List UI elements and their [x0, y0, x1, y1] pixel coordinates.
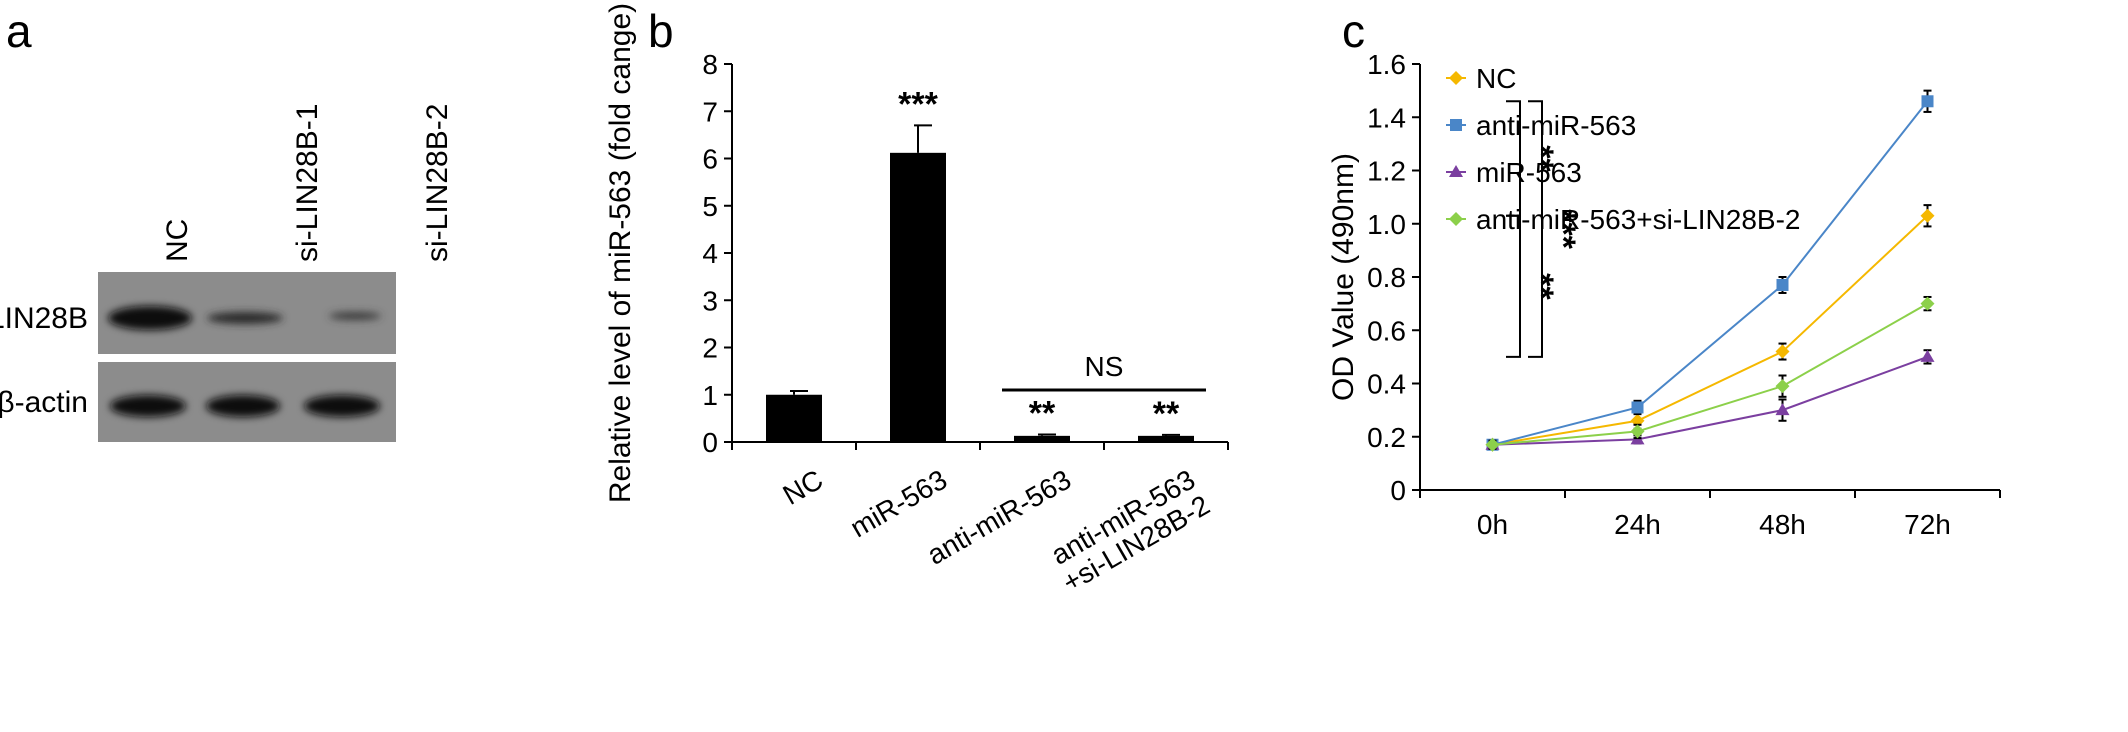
ns-bracket-label: NS — [1085, 351, 1124, 382]
y-tick-label: 0.6 — [1367, 315, 1406, 346]
data-point — [1921, 95, 1934, 108]
x-tick-label: 48h — [1759, 509, 1806, 540]
legend-label: miR-563 — [1476, 157, 1582, 188]
data-point — [1631, 401, 1644, 414]
bar-0 — [766, 394, 822, 442]
band-actin-si1 — [206, 395, 280, 417]
panel-letter-a: a — [6, 5, 32, 57]
western-blot-figure: NC si-LIN28B-1 si-LIN28B-2 LIN28B β-actin — [0, 104, 454, 442]
row-label: LIN28B — [0, 302, 88, 335]
x-tick-label: 24h — [1614, 509, 1661, 540]
lin28b-bands — [108, 306, 381, 330]
panel-letter-c: c — [1342, 5, 1365, 57]
actin-bands — [110, 395, 380, 417]
y-tick-label: 6 — [702, 144, 718, 175]
significance-label: ** — [1029, 394, 1056, 432]
bar-2 — [1014, 435, 1070, 442]
data-point — [1920, 349, 1935, 362]
data-point — [1776, 278, 1789, 291]
x-tick-label: NC — [778, 464, 829, 511]
data-point — [1920, 208, 1935, 223]
legend: NC anti-miR-563 miR-563 anti-miR-563+si-LIN… — [1446, 63, 1800, 235]
y-tick-label: 0 — [702, 427, 718, 458]
y-tick-label: 0.8 — [1367, 262, 1406, 293]
y-tick-label: 0.4 — [1367, 369, 1406, 400]
bar-1 — [890, 152, 946, 442]
row-label: β-actin — [0, 386, 88, 419]
lane-label: si-LIN28B-1 — [291, 104, 324, 262]
data-point — [1485, 437, 1500, 452]
y-tick-label: 3 — [702, 285, 718, 316]
panel-c-line-chart: c OD Value (490nm) 0 0.2 0.4 0.6 0.8 1.0 1.2 1.4… — [1320, 0, 2128, 732]
line-chart: OD Value (490nm) 0 0.2 0.4 0.6 0.8 1.0 1.2 1.4 1.… — [1327, 49, 2001, 540]
x-tick-label: miR-563 — [845, 464, 952, 544]
y-tick-label: 0 — [1390, 475, 1406, 506]
x-tick-label: 0h — [1477, 509, 1508, 540]
legend-label: anti-miR-563 — [1476, 110, 1636, 141]
y-tick-label: 8 — [702, 49, 718, 80]
y-axis-label: Relative level of miR-563 (fold cange) — [604, 3, 637, 503]
series-line — [1492, 100, 1929, 446]
lane-label: NC — [161, 219, 194, 262]
y-tick-label: 2 — [702, 333, 718, 364]
panel-a-western-blot: a NC si-LIN28B-1 si-LIN28B-2 LIN28B β-actin — [0, 0, 570, 732]
x-tick-label: 72h — [1904, 509, 1951, 540]
y-tick-label: 1 — [702, 380, 718, 411]
band-lin28b-si2 — [329, 312, 381, 320]
legend-label: anti-miR-563+si-LIN28B-2 — [1476, 204, 1800, 235]
significance-label: ** — [1153, 395, 1180, 433]
data-point — [1775, 379, 1790, 394]
panel-letter-b: b — [648, 5, 674, 57]
legend-marker — [1450, 119, 1462, 131]
bar-chart: Relative level of miR-563 (fold cange) 0 1… — [604, 3, 1229, 598]
y-tick-label: 7 — [702, 96, 718, 127]
y-tick-label: 1.0 — [1367, 209, 1406, 240]
bracket-line — [1528, 100, 1543, 358]
y-axis-label: OD Value (490nm) — [1327, 153, 1360, 401]
y-tick-label: 1.2 — [1367, 156, 1406, 187]
band-lin28b-si1 — [207, 312, 283, 324]
significance-bracket: *** — [1528, 100, 1582, 358]
series-line — [1492, 215, 1929, 446]
legend-marker — [1449, 212, 1463, 226]
series-3 — [1485, 295, 1935, 452]
band-actin-si2 — [304, 395, 380, 417]
lane-label: si-LIN28B-2 — [421, 104, 454, 262]
bracket-label: *** — [1544, 209, 1582, 249]
bracket-line — [1506, 214, 1521, 358]
x-tick-label-line: miR-563 — [845, 464, 952, 544]
band-lin28b-nc — [108, 306, 192, 330]
y-tick-label: 0.2 — [1367, 422, 1406, 453]
y-tick-label: 1.4 — [1367, 102, 1406, 133]
series-line — [1492, 302, 1928, 446]
legend-marker — [1449, 165, 1463, 177]
significance-label: *** — [898, 85, 938, 123]
panel-b-bar-chart: b Relative level of miR-563 (fold cange)… — [600, 0, 1320, 732]
data-point — [1775, 403, 1790, 416]
data-point — [1775, 344, 1790, 359]
y-tick-label: 1.6 — [1367, 49, 1406, 80]
series-line — [1492, 355, 1928, 446]
band-actin-nc — [110, 395, 186, 417]
legend-label: NC — [1476, 63, 1516, 94]
y-tick-label: 4 — [702, 238, 718, 269]
y-tick-label: 5 — [702, 191, 718, 222]
x-tick-label-line: NC — [778, 464, 829, 511]
data-point — [1920, 296, 1935, 311]
legend-marker — [1449, 71, 1463, 85]
data-point — [1630, 424, 1645, 439]
bar-3 — [1138, 435, 1194, 442]
